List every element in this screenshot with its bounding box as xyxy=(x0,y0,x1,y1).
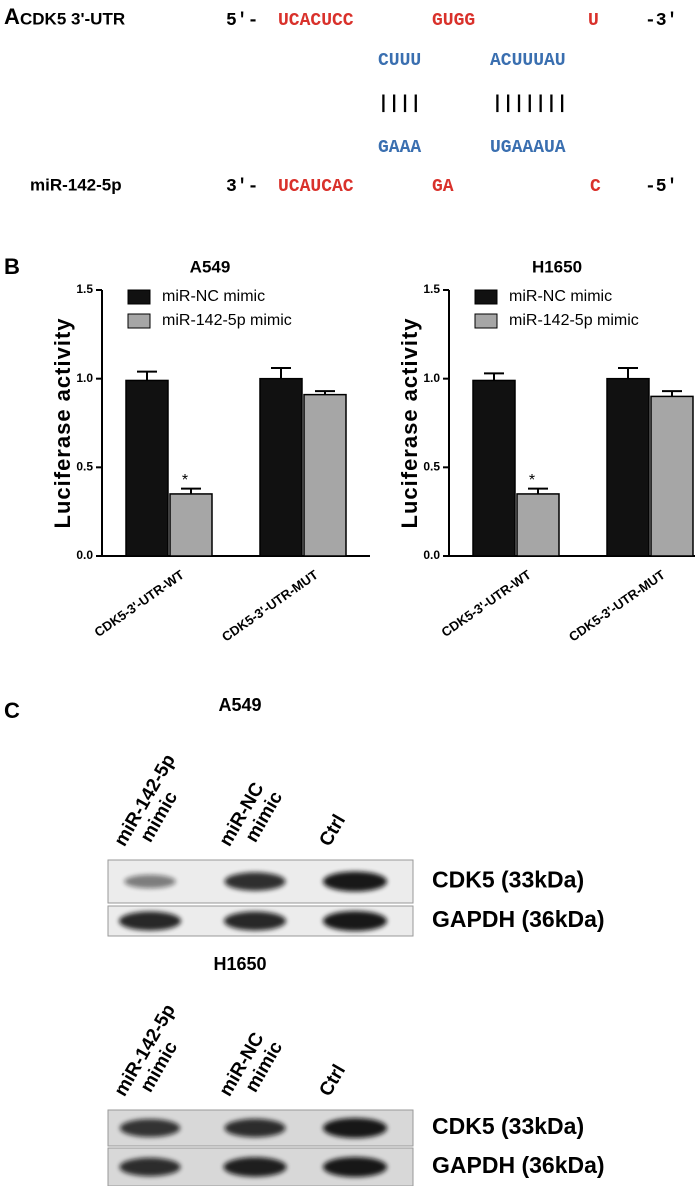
blot-band xyxy=(223,1157,287,1177)
lane-label: Ctrl xyxy=(315,1061,350,1100)
legend-swatch xyxy=(127,289,151,305)
seq-paired: CUUU xyxy=(378,51,421,71)
error-bar xyxy=(484,372,504,381)
error-bar xyxy=(181,487,201,494)
utr-label: CDK5 3'-UTR xyxy=(20,9,125,28)
x-tick-label: CDK5-3'-UTR-MUT xyxy=(219,567,321,644)
seq-paired: ACUUUAU xyxy=(490,51,566,71)
bar xyxy=(606,377,650,557)
error-bar xyxy=(271,367,291,379)
blot-row-label: CDK5 (33kDa) xyxy=(432,1113,584,1139)
mir-label: miR-142-5p xyxy=(30,175,122,194)
seq-segment: U xyxy=(588,11,599,31)
pairing: ||||||| xyxy=(492,94,568,114)
bar xyxy=(259,377,303,557)
y-axis-label: Luciferase activity xyxy=(50,318,75,529)
blot-band xyxy=(323,1157,387,1177)
error-bar xyxy=(528,487,548,494)
lane-label: Ctrl xyxy=(315,811,350,850)
blot-band xyxy=(223,911,287,931)
seq-paired: UGAAAUA xyxy=(490,138,566,158)
panel-label: A xyxy=(4,4,20,29)
y-tick-label: 0.5 xyxy=(423,460,440,474)
significance: * xyxy=(182,472,188,489)
blot-band xyxy=(323,871,387,892)
blot-band xyxy=(323,1118,387,1138)
y-tick-label: 1.0 xyxy=(423,371,440,385)
legend-swatch xyxy=(127,313,151,329)
legend-label: miR-142-5p mimic xyxy=(509,312,639,329)
y-tick-label: 1.5 xyxy=(423,282,440,296)
legend-swatch xyxy=(474,313,498,329)
blot-band xyxy=(224,1118,286,1138)
blot-row-label: GAPDH (36kDa) xyxy=(432,1152,605,1178)
y-tick-label: 1.0 xyxy=(76,371,93,385)
bar xyxy=(303,393,347,557)
panel-label: C xyxy=(4,698,20,723)
y-tick-label: 1.5 xyxy=(76,282,93,296)
legend-label: miR-NC mimic xyxy=(162,288,265,305)
x-tick-label: CDK5-3'-UTR-MUT xyxy=(566,567,668,644)
pairing: |||| xyxy=(378,94,421,114)
error-bar xyxy=(315,390,335,395)
error-bar xyxy=(618,367,638,379)
bar xyxy=(472,379,516,557)
error-bar xyxy=(662,390,682,397)
panel-label: B xyxy=(4,254,20,279)
blot-title: H1650 xyxy=(213,954,266,974)
blot-band xyxy=(119,1119,181,1137)
chart-title: H1650 xyxy=(532,257,582,276)
y-tick-label: 0.0 xyxy=(423,548,440,562)
y-axis-label: Luciferase activity xyxy=(397,318,422,529)
seq-end: -5′ xyxy=(645,177,677,197)
blot-band xyxy=(124,874,176,889)
seq-paired: GAAA xyxy=(378,138,421,158)
x-tick-label: CDK5-3'-UTR-WT xyxy=(439,567,534,640)
blot-title: A549 xyxy=(218,695,261,715)
significance: * xyxy=(529,472,535,489)
bar xyxy=(650,395,694,557)
blot-band xyxy=(119,1157,181,1177)
blot-band xyxy=(118,911,182,931)
chart-title: A549 xyxy=(190,257,231,276)
seq-segment: UCAUCAC xyxy=(278,177,354,197)
seq-segment: GA xyxy=(432,177,454,197)
y-tick-label: 0.5 xyxy=(76,460,93,474)
legend-swatch xyxy=(474,289,498,305)
blot-band xyxy=(323,911,387,931)
seq-segment: C xyxy=(590,177,601,197)
blot-row-label: GAPDH (36kDa) xyxy=(432,906,605,932)
bar xyxy=(169,493,213,557)
seq-end: -3′ xyxy=(645,11,677,31)
bar xyxy=(125,379,169,557)
legend-label: miR-NC mimic xyxy=(509,288,612,305)
bar xyxy=(516,493,560,557)
seq-segment: UCACUCC xyxy=(278,11,354,31)
y-tick-label: 0.0 xyxy=(76,548,93,562)
seq-end: 3′- xyxy=(226,177,258,197)
legend-label: miR-142-5p mimic xyxy=(162,312,292,329)
blot-row-label: CDK5 (33kDa) xyxy=(432,867,584,893)
blot-band xyxy=(224,872,286,891)
seq-segment: GUGG xyxy=(432,11,475,31)
x-tick-label: CDK5-3'-UTR-WT xyxy=(92,567,187,640)
error-bar xyxy=(137,370,157,381)
seq-end: 5′- xyxy=(226,11,258,31)
